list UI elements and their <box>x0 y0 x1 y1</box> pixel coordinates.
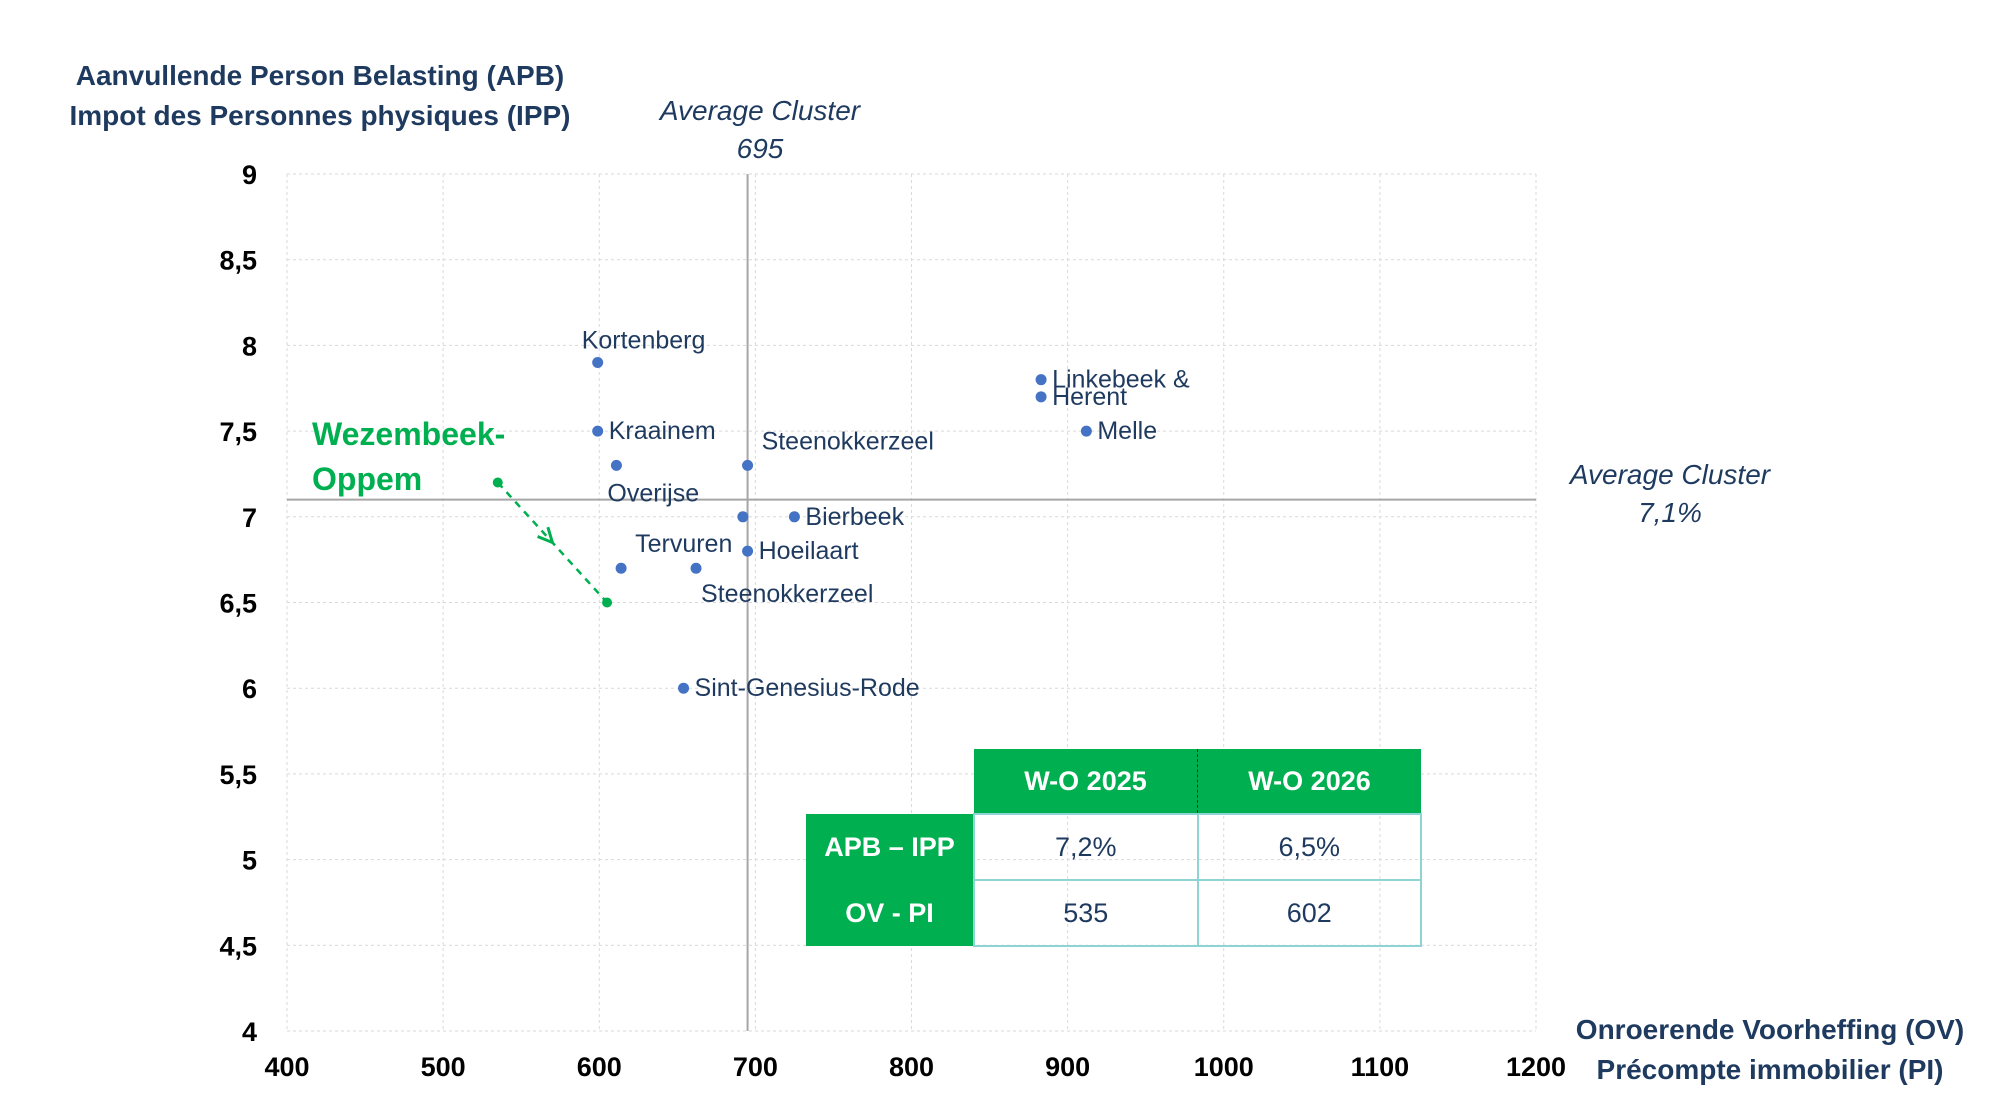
point-label: Tervuren <box>635 530 732 558</box>
data-point <box>737 511 749 523</box>
table-header-2025: W-O 2025 <box>974 749 1198 814</box>
x-tick-label: 400 <box>264 1052 309 1082</box>
x-tick-label: 1000 <box>1194 1052 1254 1082</box>
average-cluster-y-label: Average Cluster 7,1% <box>1540 456 1800 532</box>
data-point <box>592 425 604 437</box>
point-label: Overijse <box>607 479 699 507</box>
data-point <box>610 459 622 471</box>
average-cluster-y-line1: Average Cluster <box>1569 459 1771 490</box>
data-point <box>1035 374 1047 386</box>
y-tick-label: 6 <box>242 674 257 704</box>
data-point <box>788 511 800 523</box>
y-tick-label: 5 <box>242 846 257 876</box>
y-tick-label: 4,5 <box>219 931 257 961</box>
x-tick-label: 800 <box>889 1052 934 1082</box>
data-point <box>1080 425 1092 437</box>
table-header-row: W-O 2025 W-O 2026 <box>806 749 1421 814</box>
point-label: Sint-Genesius-Rode <box>695 674 920 702</box>
point-label: Bierbeek <box>805 503 904 531</box>
table-row-label-apb: APB – IPP <box>806 814 974 880</box>
data-point <box>742 545 754 557</box>
y-tick-label: 4 <box>242 1017 257 1047</box>
y-axis-title: Aanvullende Person Belasting (APB) Impot… <box>40 56 600 136</box>
data-point <box>615 562 627 574</box>
average-cluster-y-value: 7,1% <box>1638 497 1702 528</box>
table-cell-ov-2025: 535 <box>973 879 1199 947</box>
table-cell-ov-2026: 602 <box>1197 879 1422 947</box>
y-tick-label: 7 <box>242 503 257 533</box>
point-label: Kraainem <box>609 417 716 445</box>
point-label: Hoeilaart <box>759 537 859 565</box>
highlight-arrow <box>492 477 613 608</box>
point-label: Kortenberg <box>582 327 706 355</box>
x-tick-label: 1200 <box>1506 1052 1566 1082</box>
x-tick-label: 500 <box>421 1052 466 1082</box>
x-tick-label: 1100 <box>1351 1052 1410 1082</box>
comparison-table: W-O 2025 W-O 2026 APB – IPP 7,2% 6,5% OV… <box>806 749 1422 947</box>
table-row-label-ov: OV - PI <box>806 880 974 946</box>
wezembeek-oppem-line1: Wezembeek- <box>312 416 506 452</box>
point-label: Steenokkerzeel <box>701 580 873 608</box>
x-tick-label: 900 <box>1045 1052 1090 1082</box>
average-lines <box>287 174 1536 1031</box>
table-row: APB – IPP 7,2% 6,5% <box>806 813 1422 881</box>
average-cluster-x-line1: Average Cluster <box>659 95 861 126</box>
data-point <box>592 357 604 369</box>
data-point <box>742 459 754 471</box>
y-axis-title-line2: Impot des Personnes physiques (IPP) <box>69 100 571 131</box>
point-label: Steenokkerzeel <box>762 427 934 455</box>
x-axis-title-line2: Précompte immobilier (PI) <box>1596 1054 1944 1085</box>
x-axis-title-line1: Onroerende Voorheffing (OV) <box>1575 1014 1965 1045</box>
y-tick-label: 9 <box>242 160 257 190</box>
table-cell-apb-2026: 6,5% <box>1197 813 1422 881</box>
average-cluster-x-label: Average Cluster 695 <box>620 92 900 168</box>
table-cell-apb-2025: 7,2% <box>973 813 1199 881</box>
data-point <box>678 682 690 694</box>
y-tick-label: 5,5 <box>219 760 257 790</box>
y-axis-title-line1: Aanvullende Person Belasting (APB) <box>75 60 565 91</box>
point-label: Melle <box>1097 417 1157 445</box>
table-corner <box>806 749 974 814</box>
data-points <box>592 357 1092 694</box>
x-tick-labels: 400 500 600 700 800 900 1000 1100 1200 <box>264 1052 1566 1082</box>
data-point <box>1035 391 1047 403</box>
x-tick-label: 600 <box>577 1052 622 1082</box>
table-row: OV - PI 535 602 <box>806 879 1422 947</box>
y-tick-label: 6,5 <box>219 589 257 619</box>
y-tick-label: 8 <box>242 331 257 361</box>
point-label: Linkebeek & <box>1052 366 1190 394</box>
y-tick-label: 7,5 <box>219 417 257 447</box>
y-tick-label: 8,5 <box>219 246 257 276</box>
highlight-start-point <box>492 477 503 488</box>
x-tick-label: 700 <box>733 1052 778 1082</box>
y-tick-labels: 4 4,5 5 5,5 6 6,5 7 7,5 8 8,5 9 <box>219 160 257 1047</box>
table-header-2026: W-O 2026 <box>1197 749 1421 814</box>
wezembeek-oppem-label: Wezembeek- Oppem <box>312 412 505 502</box>
x-axis-title: Onroerende Voorheffing (OV) Précompte im… <box>1560 1010 1980 1090</box>
highlight-end-point <box>602 597 613 608</box>
data-point <box>690 562 702 574</box>
arrow-head <box>537 526 555 546</box>
point-labels: Kortenberg Kraainem Overijse Steenokkerzeel… <box>582 327 1190 703</box>
wezembeek-oppem-line2: Oppem <box>312 461 423 497</box>
point-label: Herent <box>1052 383 1127 411</box>
average-cluster-x-value: 695 <box>736 133 784 164</box>
